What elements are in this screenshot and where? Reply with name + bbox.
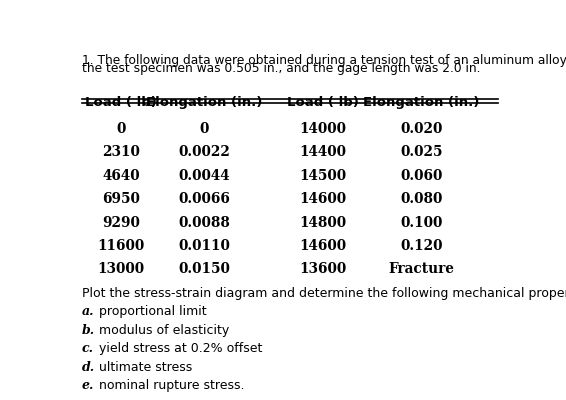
Text: Plot the stress-strain diagram and determine the following mechanical properties: Plot the stress-strain diagram and deter… <box>82 287 566 300</box>
Text: 0: 0 <box>200 122 209 136</box>
Text: ultimate stress: ultimate stress <box>99 361 192 374</box>
Text: 13600: 13600 <box>299 262 346 276</box>
Text: 0.120: 0.120 <box>400 239 443 253</box>
Text: 0.0110: 0.0110 <box>179 239 230 253</box>
Text: modulus of elasticity: modulus of elasticity <box>99 324 229 337</box>
Text: Load ( lb): Load ( lb) <box>85 96 157 109</box>
Text: b.: b. <box>82 324 95 337</box>
Text: c.: c. <box>82 342 94 355</box>
Text: 0.0088: 0.0088 <box>179 216 230 230</box>
Text: 14000: 14000 <box>299 122 346 136</box>
Text: 0.025: 0.025 <box>400 145 443 159</box>
Text: 0.0066: 0.0066 <box>179 192 230 206</box>
Text: 0: 0 <box>117 122 126 136</box>
Text: Fracture: Fracture <box>389 262 454 276</box>
Text: d.: d. <box>82 361 95 374</box>
Text: 11600: 11600 <box>97 239 145 253</box>
Text: 0.060: 0.060 <box>401 169 443 183</box>
Text: 0.080: 0.080 <box>401 192 443 206</box>
Text: 13000: 13000 <box>97 262 145 276</box>
Text: 0.0044: 0.0044 <box>179 169 230 183</box>
Text: 1. The following data were obtained during a tension test of an aluminum alloy. : 1. The following data were obtained duri… <box>82 54 566 67</box>
Text: 14600: 14600 <box>299 239 346 253</box>
Text: nominal rupture stress.: nominal rupture stress. <box>99 379 245 392</box>
Text: Elongation (in.): Elongation (in.) <box>363 96 480 109</box>
Text: Load ( lb): Load ( lb) <box>287 96 359 109</box>
Text: 0.100: 0.100 <box>401 216 443 230</box>
Text: 14500: 14500 <box>299 169 346 183</box>
Text: 14600: 14600 <box>299 192 346 206</box>
Text: a.: a. <box>82 305 94 318</box>
Text: 9290: 9290 <box>102 216 140 230</box>
Text: e.: e. <box>82 379 94 392</box>
Text: 0.0022: 0.0022 <box>179 145 230 159</box>
Text: 4640: 4640 <box>102 169 140 183</box>
Text: the test specimen was 0.505 in., and the gage length was 2.0 in.: the test specimen was 0.505 in., and the… <box>82 62 480 75</box>
Text: 2310: 2310 <box>102 145 140 159</box>
Text: Elongation (in.): Elongation (in.) <box>147 96 263 109</box>
Text: yield stress at 0.2% offset: yield stress at 0.2% offset <box>99 342 263 355</box>
Text: 0.0150: 0.0150 <box>179 262 230 276</box>
Text: proportional limit: proportional limit <box>99 305 207 318</box>
Text: 14800: 14800 <box>299 216 346 230</box>
Text: 0.020: 0.020 <box>401 122 443 136</box>
Text: 6950: 6950 <box>102 192 140 206</box>
Text: 14400: 14400 <box>299 145 346 159</box>
